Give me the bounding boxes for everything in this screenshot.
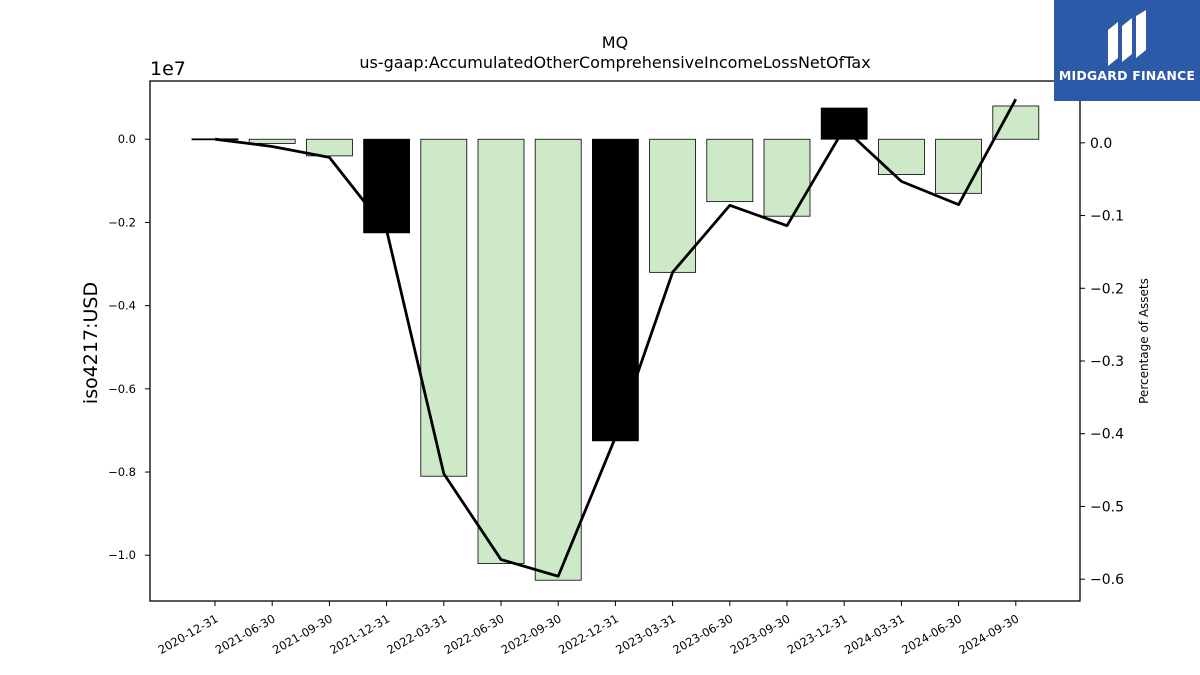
y-tick-label: −0.4: [108, 299, 136, 313]
y-tick-label: −0.2: [108, 215, 136, 229]
y2-tick-label: −0.6: [1090, 572, 1124, 588]
bar-2024-06-30: [935, 138, 982, 194]
x-tick-label: 2023-09-30: [728, 611, 793, 657]
x-tick-label: 2022-03-31: [384, 611, 449, 657]
bar-2022-06-30: [477, 138, 525, 564]
y-tick-label: −1.0: [108, 548, 136, 562]
logo-text: MIDGARD FINANCE: [1058, 68, 1196, 83]
x-tick-label: 2024-06-30: [899, 611, 964, 657]
midgard-finance-logo: MIDGARD FINANCE: [1054, 0, 1200, 101]
bar-2023-09-30: [763, 138, 811, 217]
x-tick-label: 2022-12-31: [556, 611, 621, 657]
y2-tick-label: −0.1: [1090, 209, 1124, 225]
x-tick-label: 2022-06-30: [442, 611, 507, 657]
bar-2024-09-30: [992, 105, 1040, 140]
bars-group: [191, 105, 1040, 581]
y2-tick-label: −0.4: [1090, 427, 1124, 443]
bar-2022-09-30: [534, 138, 582, 581]
line-series: [214, 98, 1018, 578]
x-tick-label: 2024-03-31: [842, 611, 907, 657]
x-tick-label: 2023-06-30: [670, 611, 735, 657]
bar-2021-12-31: [363, 138, 411, 234]
x-tick-label: 2021-09-30: [270, 611, 335, 657]
bar-2021-09-30: [305, 138, 353, 157]
bar-2022-03-31: [420, 138, 468, 477]
bar-2023-06-30: [706, 138, 754, 203]
y2-tick-label: −0.5: [1090, 499, 1124, 515]
x-tick-label: 2021-12-31: [327, 611, 392, 657]
y2-axis-label: Percentage of Assets: [1137, 278, 1151, 404]
line-group: [214, 98, 1018, 578]
y-tick-label: −0.8: [108, 465, 136, 479]
x-tick-label: 2020-12-31: [156, 611, 221, 657]
x-tick-label: 2023-03-31: [613, 611, 678, 657]
y2-tick-label: −0.3: [1090, 354, 1124, 370]
bar-2023-12-31: [820, 107, 868, 140]
y-offset-label: 1e7: [150, 58, 186, 80]
bar-2023-03-31: [649, 138, 696, 273]
bar-2024-03-31: [878, 138, 925, 176]
y2-tick-label: 0.0: [1090, 136, 1112, 152]
x-tick-label: 2021-06-30: [213, 611, 278, 657]
y-axis-label: iso4217:USD: [80, 282, 102, 404]
x-tick-label: 2023-12-31: [785, 611, 850, 657]
logo-mark-icon: [1108, 10, 1146, 66]
chart-title-line1: MQ: [602, 33, 628, 52]
y-tick-label: 0.0: [118, 132, 136, 146]
chart-title-line2: us-gaap:AccumulatedOtherComprehensiveInc…: [359, 53, 870, 72]
y2-tick-label: −0.2: [1090, 281, 1124, 297]
x-tick-label: 2022-09-30: [499, 611, 564, 657]
x-tick-label: 2024-09-30: [956, 611, 1021, 657]
bar-2021-06-30: [248, 138, 296, 144]
y-tick-label: −0.6: [108, 382, 136, 396]
bar-2022-12-31: [592, 138, 639, 442]
